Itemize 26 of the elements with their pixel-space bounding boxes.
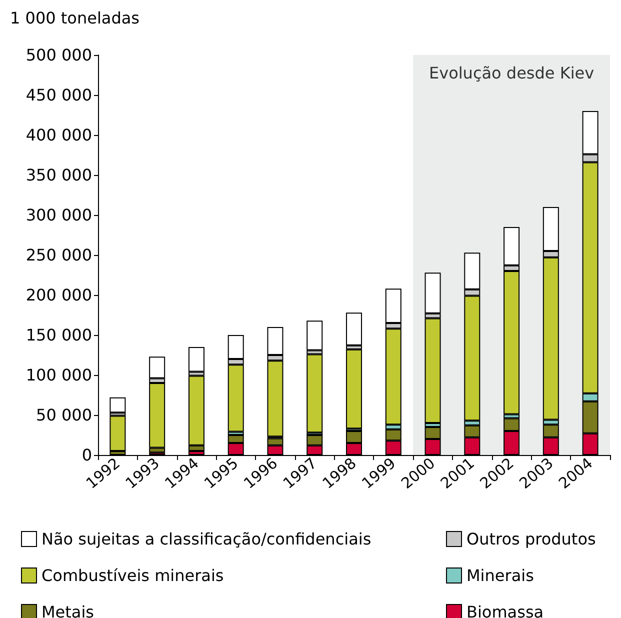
band-label: Evolução desde Kiev xyxy=(428,64,594,82)
y-tick-label: 350 000 xyxy=(26,166,92,184)
legend-label: Combustíveis minerais xyxy=(42,566,224,585)
y-tick-label: 300 000 xyxy=(26,206,92,224)
y-axis-title: 1 000 toneladas xyxy=(10,8,140,28)
y-tick-label: 250 000 xyxy=(26,246,92,264)
legend-label: Outros produtos xyxy=(466,530,596,548)
bar xyxy=(110,397,126,413)
legend-label: Metais xyxy=(42,602,94,618)
y-tick-label: 450 000 xyxy=(26,86,92,104)
bar xyxy=(306,320,323,350)
legend-label: Biomassa xyxy=(466,602,544,618)
y-tick-label: 0 xyxy=(82,446,92,464)
bar xyxy=(110,416,126,451)
y-tick-label: 50 000 xyxy=(36,406,92,424)
y-tick-label: 500 000 xyxy=(26,46,92,64)
bar xyxy=(346,349,362,429)
bar xyxy=(346,312,362,346)
y-tick-label: 150 000 xyxy=(26,326,92,344)
bar xyxy=(188,347,204,372)
y-tick-label: 200 000 xyxy=(26,286,92,304)
y-tick-label: 400 000 xyxy=(26,126,92,144)
bar xyxy=(306,354,323,433)
legend-label: Minerais xyxy=(466,566,534,585)
y-tick-label: 100 000 xyxy=(26,366,92,384)
legend-label: Não sujeitas a classificação/confidenciais xyxy=(42,530,372,548)
